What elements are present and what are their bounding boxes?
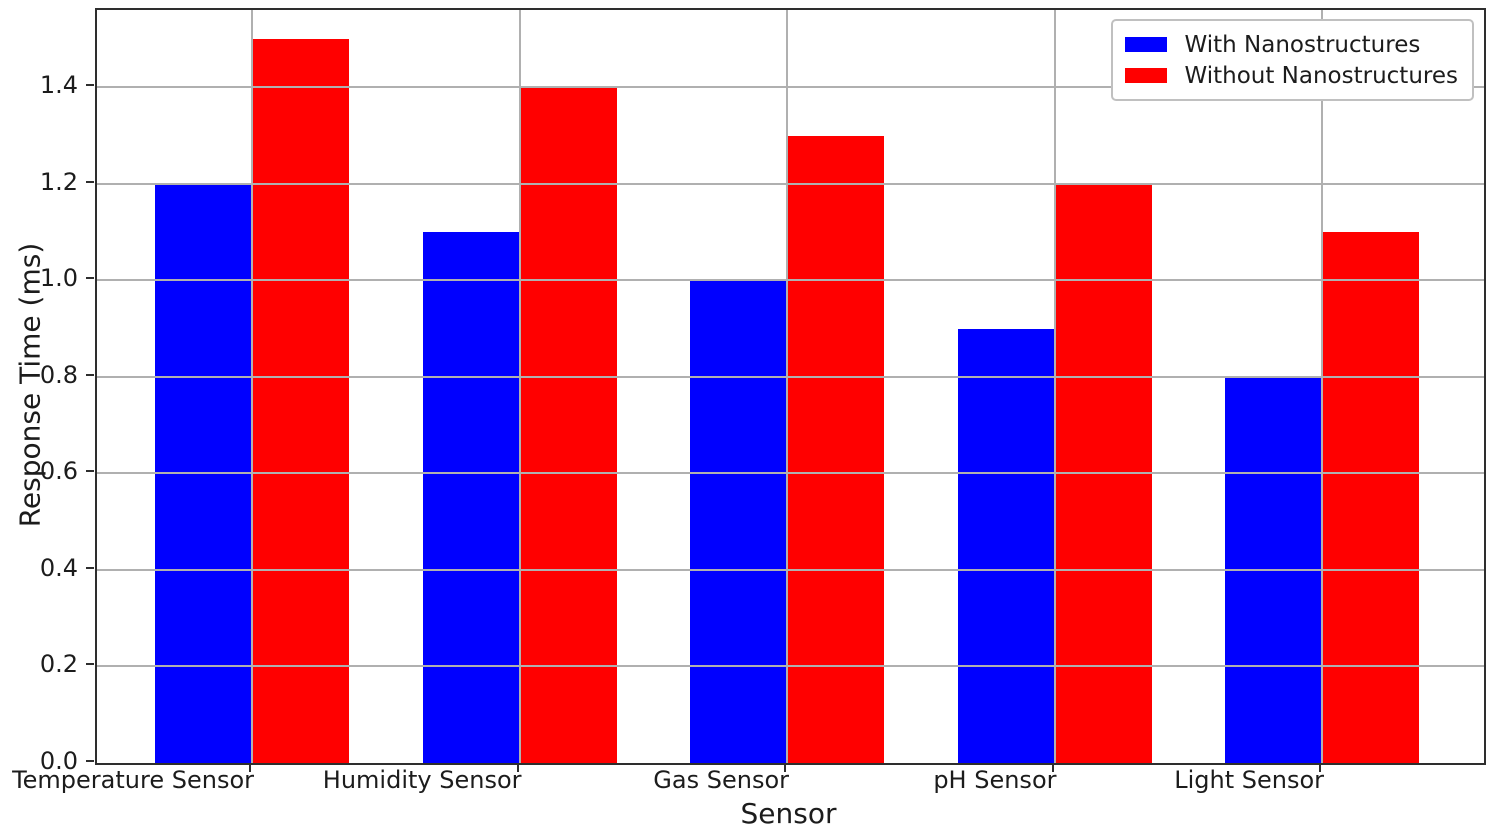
x-tick-mark (249, 763, 251, 772)
bar-with-nanostructures (690, 280, 786, 763)
legend-swatch-blue (1125, 37, 1168, 52)
y-tick-mark (86, 180, 94, 183)
x-tick-label: Humidity Sensor (322, 766, 522, 794)
y-tick-mark (86, 373, 94, 376)
bar-with-nanostructures (422, 232, 519, 763)
bar-without-nanostructures (253, 38, 349, 763)
y-tick-label: 1.2 (39, 167, 78, 196)
gridline-vertical (1321, 10, 1323, 763)
y-tick-label: 1.0 (39, 264, 78, 293)
gridline-horizontal (97, 279, 1484, 282)
gridline-horizontal (97, 182, 1484, 185)
x-tick-label: Light Sensor (1174, 766, 1324, 794)
x-tick-mark (1051, 763, 1054, 772)
y-tick-label: 0.8 (39, 360, 78, 389)
gridline-vertical (251, 10, 253, 763)
gridline-horizontal (97, 665, 1484, 668)
y-tick-mark (86, 84, 94, 87)
y-tick-mark (86, 663, 94, 666)
x-tick-mark (516, 763, 519, 772)
x-tick-label: Gas Sensor (653, 766, 789, 794)
x-tick-mark (784, 763, 786, 772)
y-tick-mark (86, 277, 94, 280)
gridline-horizontal (97, 375, 1484, 378)
y-tick-label: 0.6 (39, 457, 78, 486)
bar-without-nanostructures (788, 135, 884, 763)
legend-item: Without Nanostructures (1125, 60, 1458, 91)
x-tick-mark (1319, 763, 1321, 772)
legend: With Nanostructures Without Nanostructur… (1111, 19, 1474, 101)
legend-label: Without Nanostructures (1184, 62, 1458, 89)
y-tick-label: 1.4 (39, 71, 78, 100)
gridline-vertical (786, 10, 788, 763)
y-tick-mark (86, 760, 94, 762)
bar-without-nanostructures (1323, 232, 1419, 763)
gridline-vertical (1053, 10, 1056, 763)
gridline-horizontal (97, 472, 1484, 475)
plot-area: With Nanostructures Without Nanostructur… (95, 8, 1486, 765)
bar-with-nanostructures (957, 328, 1054, 763)
legend-swatch-red (1125, 68, 1168, 83)
y-tick-mark (86, 470, 94, 473)
gridline-vertical (518, 10, 521, 763)
legend-item: With Nanostructures (1125, 29, 1458, 60)
bar-without-nanostructures (520, 87, 617, 763)
legend-label: With Nanostructures (1184, 31, 1421, 58)
y-tick-label: 0.4 (39, 553, 78, 582)
x-axis-label: Sensor (740, 797, 837, 830)
x-tick-label: pH Sensor (933, 766, 1057, 794)
gridline-horizontal (97, 86, 1484, 89)
y-tick-mark (86, 566, 94, 569)
gridline-horizontal (97, 568, 1484, 571)
y-tick-label: 0.0 (39, 747, 78, 775)
x-tick-label: Temperature Sensor (12, 766, 254, 794)
y-tick-label: 0.2 (39, 650, 78, 679)
